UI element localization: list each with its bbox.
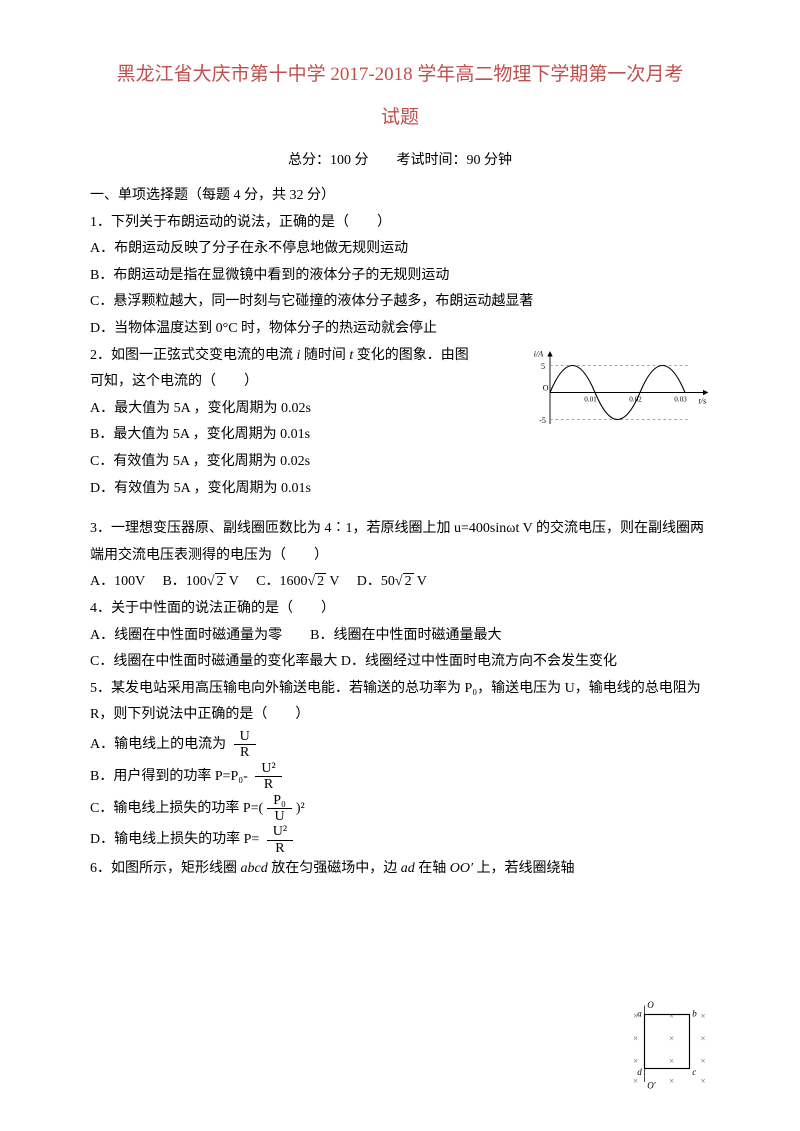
fr-U2-2: U² (267, 824, 293, 840)
OO: OO′ (450, 861, 473, 876)
fr-P0: P₀ (267, 793, 292, 809)
svg-text:×: × (669, 1034, 674, 1044)
q5-stem: 5．某发电站采用高压输电向外输送电能．若输送的总功率为 P₀，输送电压为 U，输… (90, 676, 710, 729)
q3-d: D．50 (357, 574, 395, 589)
q3-stem: 3．一理想变压器原、副线圈匝数比为 4∶1，若原线圈上加 u=400sinωt … (90, 516, 710, 569)
fr-R-1: R (234, 745, 256, 760)
svg-text:×: × (669, 1056, 674, 1066)
q2-t1: 2．如图一正弦式交变电流的电流 (90, 348, 297, 363)
q4-ab: A．线圈在中性面时磁通量为零 B．线圈在中性面时磁通量最大 (90, 623, 710, 650)
q3-options: A．100V B．100 2 V C．1600 2 V D．50 2 V (90, 569, 710, 596)
u2: V (326, 574, 339, 589)
q1-stem: 1．下列关于布朗运动的说法，正确的是（ ） (90, 210, 710, 237)
svg-text:i/A: i/A (534, 350, 543, 359)
fr-R-3: R (267, 841, 293, 856)
abcd: abcd (241, 861, 268, 876)
q5-c: C．输电线上损失的功率 P=( P₀U )² (90, 793, 710, 825)
ad: ad (401, 861, 415, 876)
q4-stem: 4．关于中性面的说法正确的是（ ） (90, 596, 710, 623)
sqrt2-3: 2 (403, 573, 414, 589)
q6-t1: 6．如图所示，矩形线圈 (90, 861, 241, 876)
svg-text:×: × (633, 1056, 638, 1066)
svg-text:c: c (692, 1067, 696, 1077)
svg-text:b: b (692, 1008, 697, 1018)
q4-a: A．线圈在中性面时磁通量为零 (90, 628, 282, 643)
section-heading: 一、单项选择题（每题 4 分，共 32 分） (90, 183, 710, 210)
fr-R-2: R (255, 777, 281, 792)
doc-title: 黑龙江省大庆市第十中学 2017-2018 学年高二物理下学期第一次月考 (90, 60, 710, 90)
fr-U-2: U (267, 809, 292, 824)
svg-text:×: × (700, 1056, 705, 1066)
q3-b: B．100 (162, 574, 206, 589)
svg-text:5: 5 (541, 362, 545, 371)
fr-U2-1: U² (255, 761, 281, 777)
svg-text:×: × (669, 1076, 674, 1086)
q5-d: D．输电线上损失的功率 P= U²R (90, 824, 710, 856)
svg-text:×: × (700, 1034, 705, 1044)
q6-stem: 6．如图所示，矩形线圈 abcd 放在匀强磁场中，边 ad 在轴 OO′ 上，若… (90, 856, 710, 883)
svg-text:O′: O′ (647, 1080, 656, 1090)
q1-opt-c: C．悬浮颗粒越大，同一时刻与它碰撞的液体分子越多，布朗运动越显著 (90, 289, 710, 316)
u1: V (226, 574, 239, 589)
fr-U-1: U (234, 729, 256, 745)
sqrt2-2: 2 (315, 573, 326, 589)
q4-c: C．线圈在中性面时磁通量的变化率最大 (90, 654, 337, 669)
q1-opt-a: A．布朗运动反映了分子在永不停息地做无规则运动 (90, 236, 710, 263)
sqrt2-1: 2 (215, 573, 226, 589)
q1-opt-d: D．当物体温度达到 0°C 时，物体分子的热运动就会停止 (90, 316, 710, 343)
q5b-t: B．用户得到的功率 P=P₀- (90, 769, 248, 784)
q4-d: D．线圈经过中性面时电流方向不会发生变化 (341, 654, 617, 669)
q5c-t2: )² (296, 801, 305, 816)
q2-opt-d: D．有效值为 5A ，变化周期为 0.01s (90, 476, 710, 503)
doc-meta: 总分：100 分 考试时间：90 分钟 (90, 148, 710, 175)
svg-text:t/s: t/s (699, 396, 707, 405)
svg-text:-5: -5 (539, 416, 546, 425)
q6-t2: 放在匀强磁场中，边 (268, 861, 401, 876)
svg-text:×: × (633, 1034, 638, 1044)
svg-text:O: O (543, 384, 549, 393)
svg-text:×: × (669, 1011, 674, 1021)
svg-text:0.03: 0.03 (674, 396, 687, 404)
svg-text:0.02: 0.02 (629, 396, 642, 404)
q6-t4: 上，若线圈绕轴 (473, 861, 575, 876)
q6-t3: 在轴 (415, 861, 450, 876)
sine-chart: i/A 5 -5 O 0.01 0.02 0.03 t/s (532, 346, 712, 430)
svg-text:×: × (700, 1076, 705, 1086)
svg-text:O: O (647, 1001, 654, 1010)
q4-b: B．线圈在中性面时磁通量最大 (310, 628, 501, 643)
q5a-t: A．输电线上的电流为 (90, 737, 226, 752)
q2-opt-c: C．有效值为 5A ，变化周期为 0.02s (90, 449, 710, 476)
q3-a: A．100V (90, 574, 145, 589)
q2-t2: 随时间 (300, 348, 349, 363)
q3-c: C．1600 (256, 574, 307, 589)
doc-subtitle: 试题 (90, 100, 710, 136)
q2-t3: 变化的图象．由图 (353, 348, 469, 363)
q5d-t: D．输电线上损失的功率 P= (90, 832, 259, 847)
q5-a: A．输电线上的电流为 UR (90, 729, 710, 761)
q1-opt-b: B．布朗运动是指在显微镜中看到的液体分子的无规则运动 (90, 263, 710, 290)
u3: V (414, 574, 427, 589)
coil-figure: ××× ××× ××× ××× a b d c O O′ (622, 1001, 712, 1091)
svg-text:×: × (700, 1011, 705, 1021)
q5-b: B．用户得到的功率 P=P₀- U²R (90, 761, 710, 793)
q4-cd: C．线圈在中性面时磁通量的变化率最大 D．线圈经过中性面时电流方向不会发生变化 (90, 649, 710, 676)
svg-text:d: d (637, 1067, 642, 1077)
svg-text:a: a (637, 1008, 642, 1018)
svg-text:0.01: 0.01 (584, 396, 597, 404)
svg-text:×: × (633, 1076, 638, 1086)
q5c-t: C．输电线上损失的功率 P=( (90, 801, 263, 816)
